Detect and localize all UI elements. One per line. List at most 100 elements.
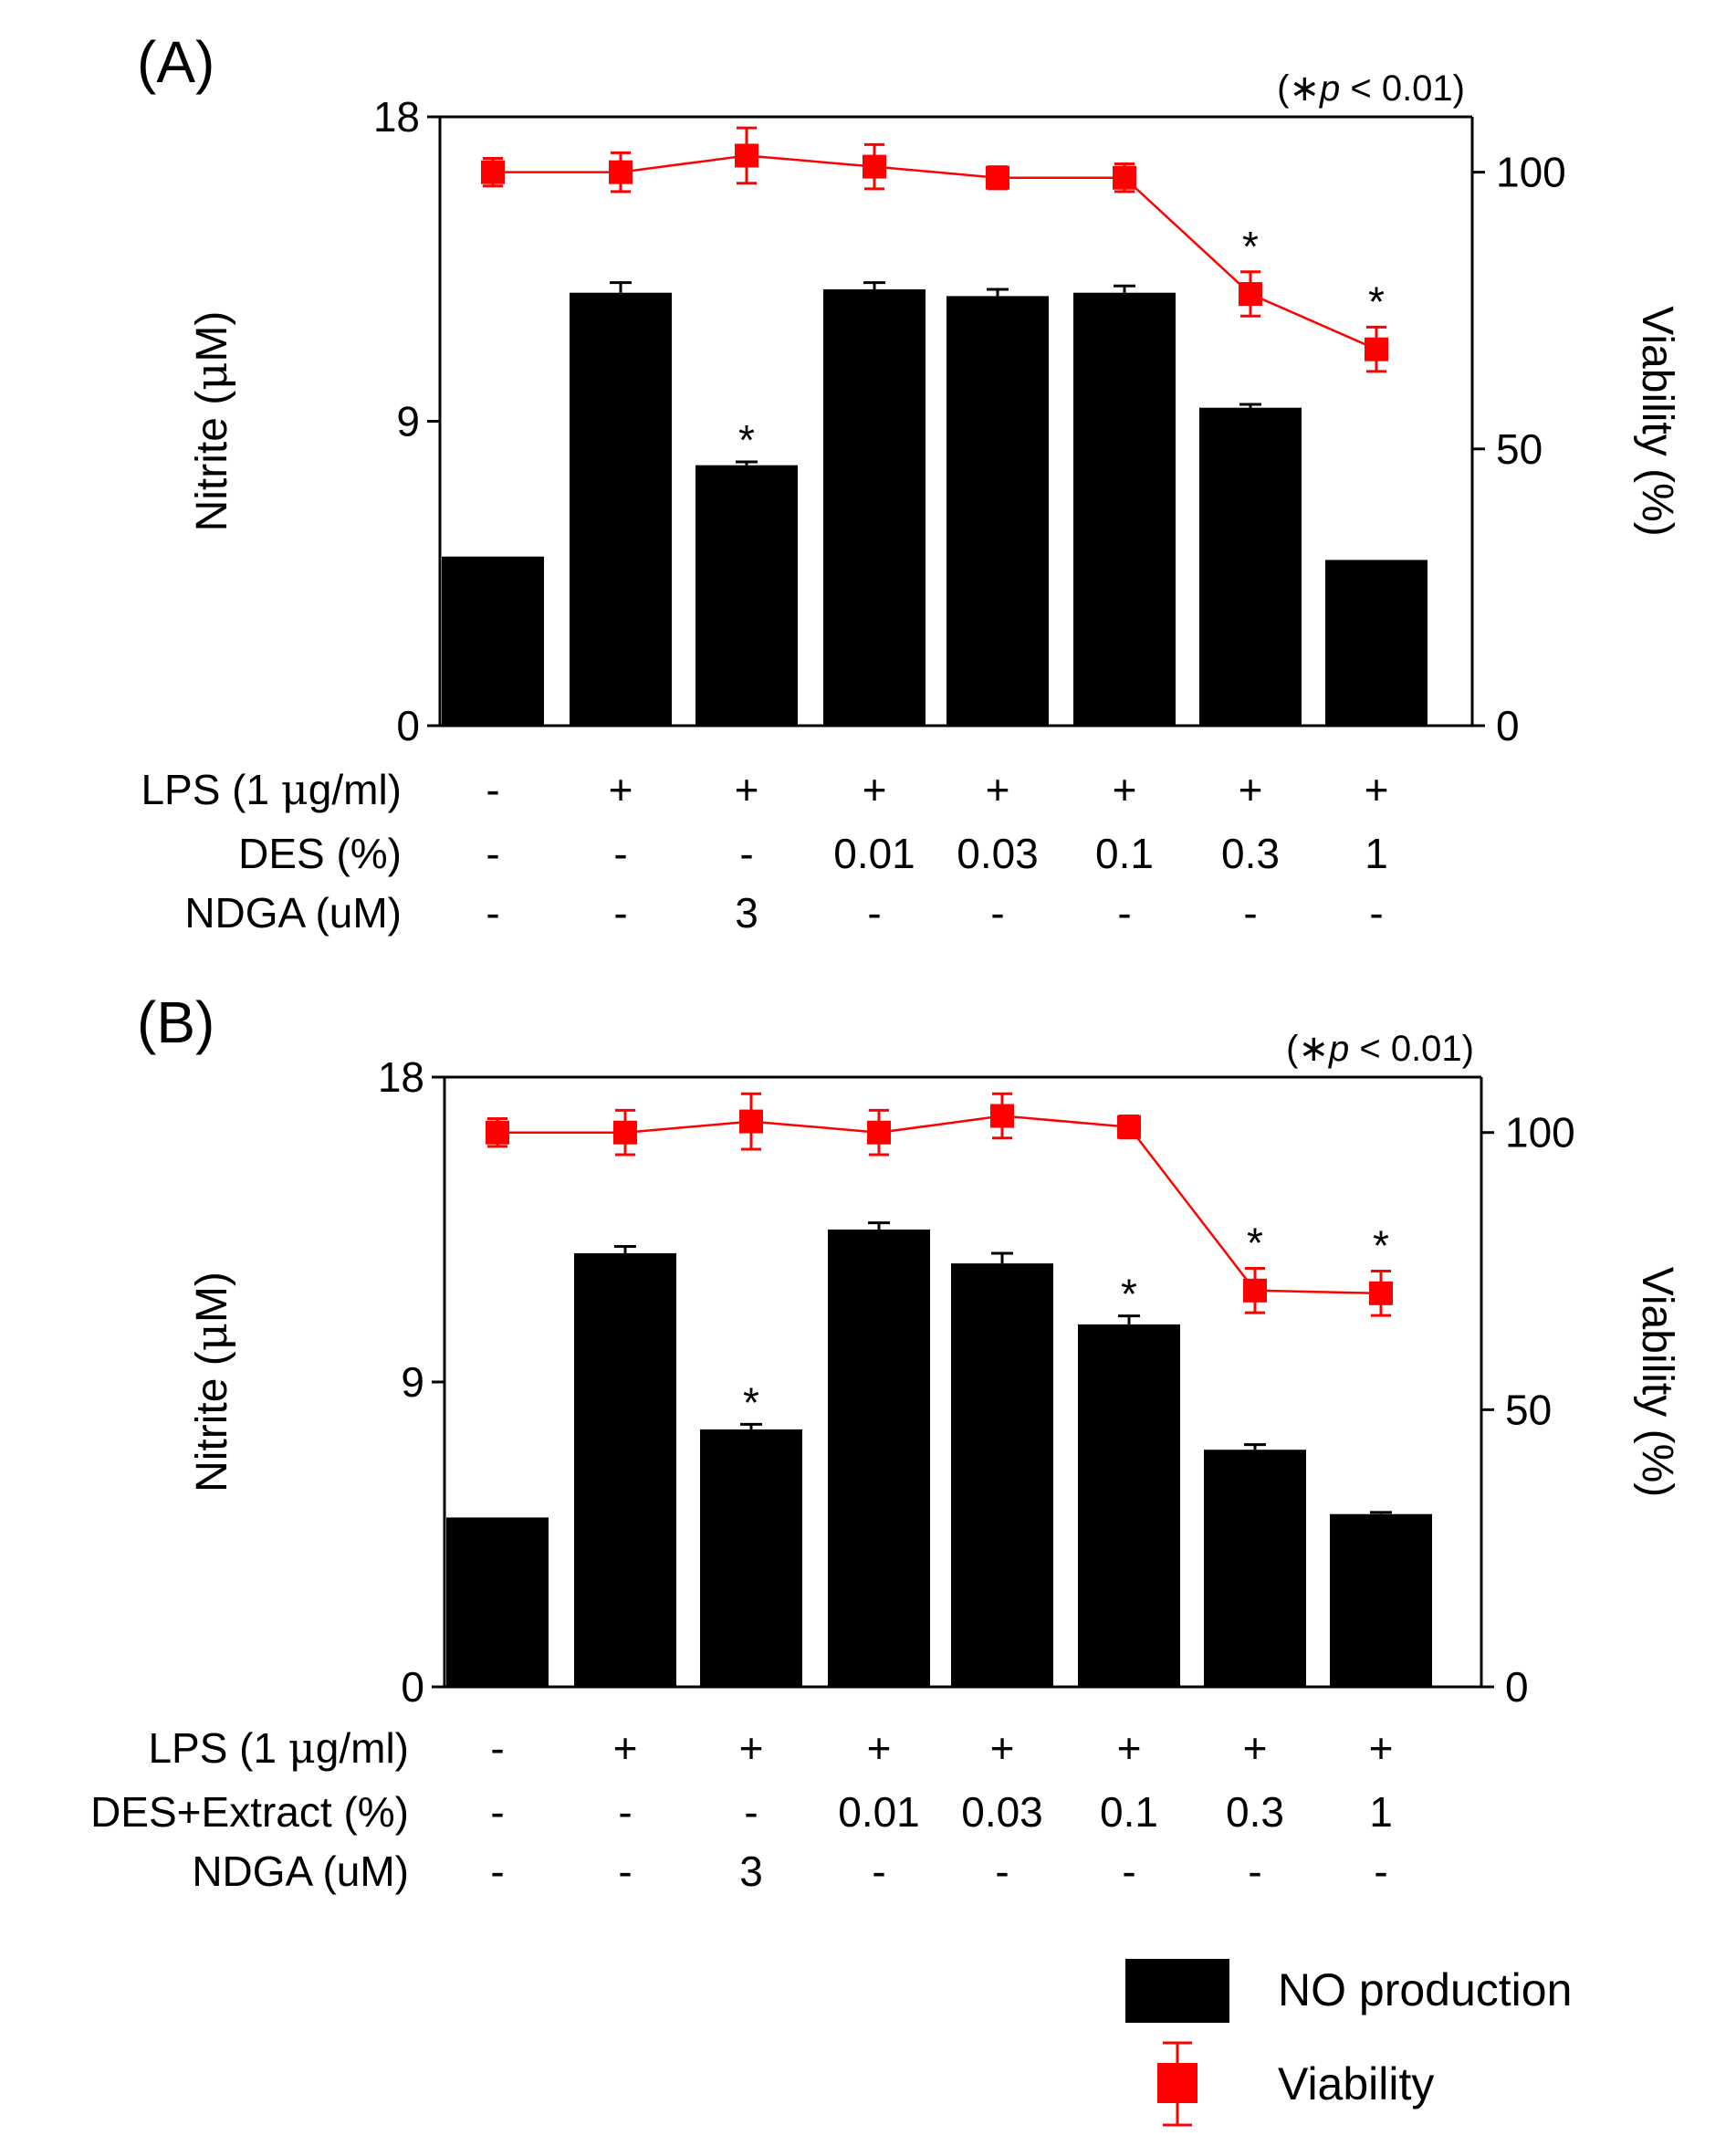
y2-axis-title-pre: Viability (1633, 306, 1681, 456)
y2-tick-label: 100 (1505, 1109, 1575, 1157)
legend-label-viability: Viability (1278, 2058, 1434, 2109)
significance-star: * (1373, 1222, 1389, 1270)
panel-label: (B) (137, 989, 214, 1055)
viability-point (609, 160, 633, 184)
y2-tick-label: 0 (1505, 1663, 1529, 1711)
y-axis-title: Nitrite (μM) (186, 311, 237, 532)
significance-star: * (738, 416, 755, 464)
condition-label-pre: LPS (1 (141, 766, 280, 813)
bar (1073, 292, 1176, 726)
condition-cell: + (863, 766, 887, 813)
condition-label-pre: LPS (1 (148, 1724, 288, 1772)
condition-label-mu: μ (288, 1723, 316, 1773)
y2-tick-label: 0 (1496, 702, 1520, 749)
legend-label-no-production: NO production (1278, 1964, 1572, 2015)
significance-star: * (1242, 223, 1259, 270)
viability-point (481, 160, 505, 184)
sig-note-rest: < 0.01) (1349, 1029, 1474, 1069)
significance-note: (∗p < 0.01) (1286, 1029, 1474, 1069)
significance-star: * (1368, 277, 1385, 325)
viability-point (613, 1120, 637, 1145)
viability-point (867, 1120, 891, 1145)
condition-cell: + (1113, 766, 1137, 813)
condition-row-label: NDGA (uM) (192, 1848, 409, 1895)
y-axis-title: Nitrite (μM) (186, 1272, 237, 1492)
bar (700, 1429, 802, 1687)
condition-cell: 0.1 (1095, 830, 1154, 877)
condition-row-label: LPS (1 μg/ml) (141, 765, 402, 814)
y2-axis-title: Viability (%) (1633, 306, 1681, 537)
y-axis-title-pre: Nitrite ( (188, 1351, 236, 1492)
condition-cell: - (618, 1848, 632, 1895)
legend-swatch-viability (1157, 2063, 1197, 2103)
condition-cell: + (1117, 1724, 1142, 1772)
bar (1204, 1450, 1306, 1687)
condition-cell: - (618, 1788, 632, 1836)
condition-cell: + (1365, 766, 1389, 813)
viability-point (739, 1109, 763, 1134)
condition-cell: + (1243, 1724, 1268, 1772)
y-axis-title-mu: μ (186, 1323, 237, 1351)
condition-cell: - (613, 889, 627, 937)
sig-note-open: (∗ (1277, 68, 1320, 109)
bar (1078, 1324, 1180, 1687)
condition-row-label: LPS (1 μg/ml) (148, 1723, 409, 1773)
sig-note-open: (∗ (1286, 1029, 1329, 1069)
condition-cell: - (490, 1788, 504, 1836)
condition-cell: + (735, 766, 759, 813)
condition-cell: + (986, 766, 1010, 813)
significance-star: * (1121, 1271, 1137, 1318)
y2-axis-title-post: (%) (1633, 1417, 1681, 1497)
y2-axis-title: Viability (%) (1633, 1267, 1681, 1498)
condition-cell: - (744, 1788, 758, 1836)
condition-cell: 0.03 (961, 1788, 1043, 1836)
condition-cell: - (1374, 1848, 1387, 1895)
sig-note-rest: < 0.01) (1340, 68, 1465, 109)
condition-cell: - (867, 889, 881, 937)
condition-cell: 3 (739, 1848, 763, 1895)
viability-point (1113, 165, 1136, 190)
viability-point (1239, 282, 1262, 307)
sig-note-p: p (1319, 68, 1340, 109)
condition-label-post: g/ml) (316, 1724, 409, 1772)
condition-cell: 0.3 (1221, 830, 1280, 877)
condition-cell: + (1239, 766, 1263, 813)
panel-label: (A) (137, 29, 214, 95)
condition-cell: - (490, 1848, 504, 1895)
viability-line (497, 1115, 1382, 1295)
condition-cell: - (1117, 889, 1131, 937)
y-tick-label: 0 (401, 1663, 424, 1711)
viability-point (1243, 1278, 1267, 1303)
condition-cell: - (872, 1848, 885, 1895)
condition-cell: - (995, 1848, 1009, 1895)
condition-cell: - (486, 830, 499, 877)
y-tick-label: 0 (396, 702, 420, 749)
condition-cell: + (739, 1724, 764, 1772)
viability-point (863, 154, 886, 179)
condition-cell: + (867, 1724, 892, 1772)
condition-cell: 1 (1369, 1788, 1393, 1836)
bar (446, 1517, 549, 1687)
bar (442, 556, 544, 726)
condition-cell: + (1369, 1724, 1394, 1772)
significance-star: * (1247, 1220, 1263, 1267)
condition-row-label: DES (%) (238, 830, 402, 877)
condition-cell: 1 (1365, 830, 1388, 877)
condition-cell: - (739, 830, 753, 877)
condition-cell: - (1243, 889, 1257, 937)
condition-cell: + (609, 766, 633, 813)
viability-point (735, 143, 758, 168)
condition-label-mu: μ (281, 765, 309, 814)
bar (1199, 407, 1302, 726)
condition-row-label: NDGA (uM) (184, 889, 402, 937)
condition-cell: - (486, 766, 499, 813)
bar (823, 288, 926, 726)
bar (951, 1263, 1053, 1687)
bar (1325, 560, 1427, 726)
bar (828, 1230, 930, 1687)
condition-cell: + (990, 1724, 1015, 1772)
condition-cell: 0.01 (838, 1788, 920, 1836)
y-tick-label: 9 (396, 398, 420, 445)
